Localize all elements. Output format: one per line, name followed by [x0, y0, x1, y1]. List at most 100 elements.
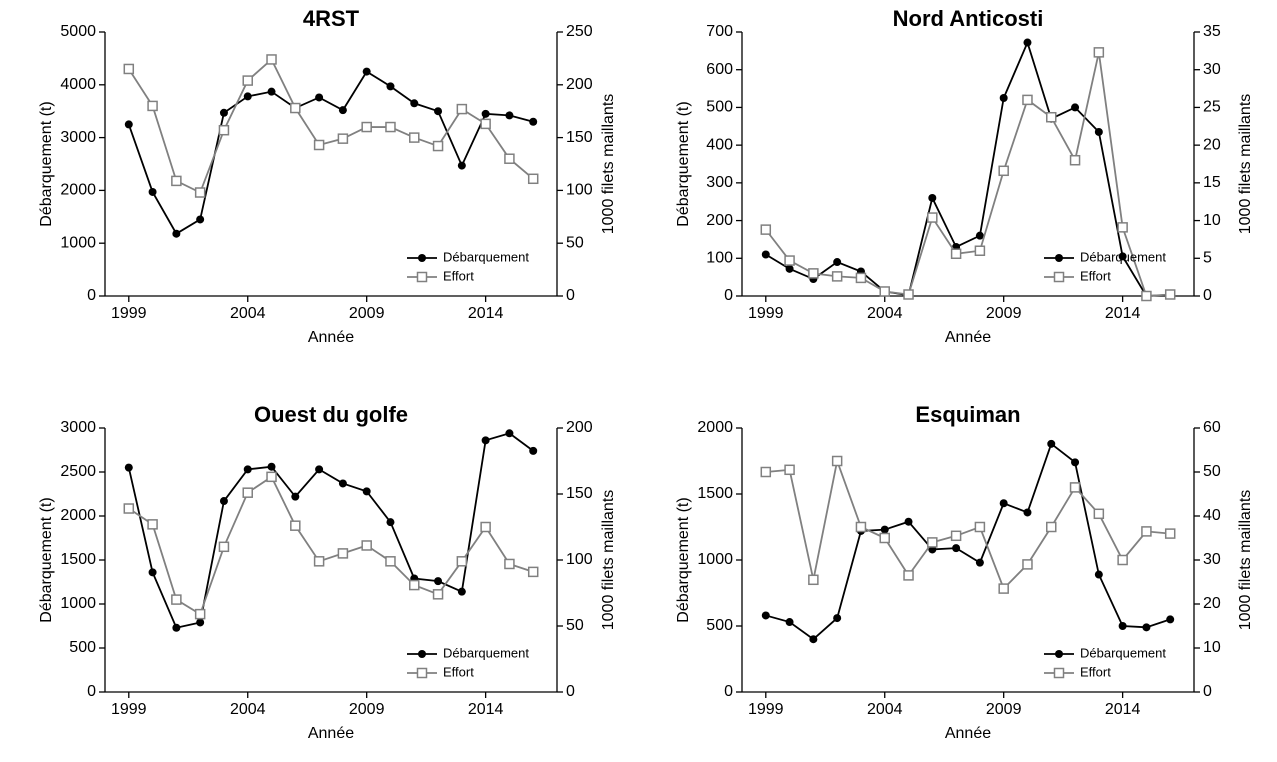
marker: [833, 258, 842, 267]
y2-tick-label: 50: [566, 617, 584, 634]
marker: [172, 229, 181, 238]
y-tick-label: 0: [87, 683, 96, 700]
marker: [1141, 526, 1152, 537]
marker: [761, 250, 770, 259]
y2-tick-label: 0: [1203, 287, 1212, 304]
marker: [831, 455, 843, 467]
x-tick-label: 2014: [468, 701, 504, 718]
marker: [927, 212, 938, 223]
marker: [998, 165, 1009, 177]
marker: [123, 503, 135, 514]
marker: [242, 75, 253, 86]
legend-marker: [1053, 667, 1065, 679]
marker: [337, 133, 349, 144]
marker: [855, 521, 867, 533]
y2-tick-label: 150: [566, 129, 593, 146]
y2-tick-label: 30: [1203, 61, 1221, 78]
marker: [1047, 439, 1056, 448]
marker: [1094, 570, 1103, 579]
marker: [218, 124, 230, 136]
legend-label: Effort: [1080, 664, 1111, 679]
marker: [1022, 94, 1033, 106]
y-tick-label: 1000: [60, 234, 96, 251]
legend-marker: [418, 650, 426, 658]
series-line: [127, 432, 534, 629]
marker: [337, 548, 349, 559]
marker: [975, 231, 984, 240]
marker: [267, 462, 276, 471]
chart-title: Esquiman: [915, 402, 1020, 427]
marker: [1118, 252, 1127, 261]
marker: [410, 99, 419, 108]
marker: [266, 54, 277, 65]
legend-label: Effort: [443, 664, 474, 679]
x-tick-label: 1999: [111, 305, 147, 322]
marker: [480, 521, 491, 533]
marker: [974, 245, 986, 256]
marker: [219, 497, 228, 506]
marker: [148, 568, 157, 577]
y-tick-label: 600: [706, 61, 733, 78]
marker: [290, 102, 301, 114]
y-tick-label: 4000: [60, 76, 96, 93]
marker: [338, 479, 347, 488]
marker: [480, 118, 491, 130]
marker: [409, 579, 420, 591]
y-tick-label: 2000: [697, 419, 733, 436]
y-tick-label: 2000: [60, 507, 96, 524]
marker: [529, 117, 538, 126]
marker: [243, 92, 252, 101]
y-tick-label: 0: [724, 683, 733, 700]
legend-label: Effort: [443, 268, 474, 283]
marker: [313, 139, 325, 151]
marker: [1023, 508, 1032, 517]
marker: [432, 140, 444, 152]
marker: [1093, 47, 1105, 58]
marker: [505, 111, 514, 120]
marker: [147, 100, 158, 112]
chart-title: 4RST: [303, 6, 360, 31]
marker: [998, 583, 1009, 594]
marker: [456, 103, 468, 115]
marker: [123, 63, 135, 75]
y2-tick-label: 35: [1203, 23, 1221, 40]
marker: [529, 446, 538, 455]
marker: [880, 525, 889, 534]
y2-tick-label: 15: [1203, 174, 1221, 191]
marker: [194, 608, 206, 620]
marker: [808, 574, 819, 586]
y-tick-label: 3000: [60, 129, 96, 146]
marker: [1046, 111, 1057, 123]
y-tick-label: 0: [724, 287, 733, 304]
y2-tick-label: 0: [566, 287, 575, 304]
y2-tick-label: 100: [566, 182, 593, 199]
y2-tick-label: 40: [1203, 507, 1221, 524]
x-tick-label: 2004: [867, 701, 903, 718]
y-tick-label: 200: [706, 212, 733, 229]
x-tick-label: 2009: [986, 305, 1022, 322]
marker: [952, 544, 961, 553]
y2-tick-label: 20: [1203, 595, 1221, 612]
legend-label: Débarquement: [443, 249, 529, 264]
marker: [1069, 154, 1081, 166]
y-axis-label: Débarquement (t): [675, 101, 692, 226]
marker: [833, 614, 842, 623]
legend-marker: [418, 254, 426, 262]
legend-marker: [1055, 254, 1063, 262]
y-tick-label: 5000: [60, 23, 96, 40]
marker: [784, 464, 795, 476]
y-tick-label: 2500: [60, 463, 96, 480]
x-axis-label: Année: [308, 329, 354, 346]
y-tick-label: 700: [706, 23, 733, 40]
y2-tick-label: 250: [566, 23, 593, 40]
marker: [760, 224, 772, 235]
marker: [903, 570, 914, 581]
y-tick-label: 400: [706, 136, 733, 153]
marker: [527, 566, 539, 578]
marker: [385, 556, 396, 567]
legend-marker: [1055, 650, 1063, 658]
marker: [361, 540, 372, 551]
y-axis-label: Débarquement (t): [38, 101, 55, 226]
y-tick-label: 500: [69, 639, 96, 656]
marker: [434, 577, 443, 586]
